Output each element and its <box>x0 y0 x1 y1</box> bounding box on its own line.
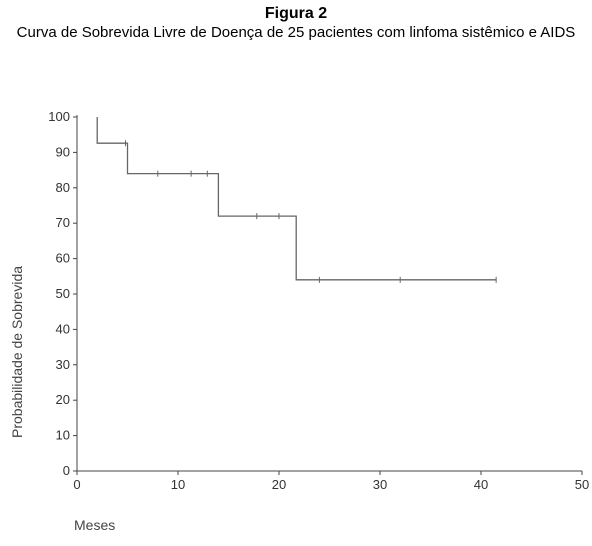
y-tick-label: 40 <box>56 321 70 336</box>
y-tick-label: 10 <box>56 428 70 443</box>
y-tick-label: 80 <box>56 180 70 195</box>
figure-label: Figura 2 <box>264 5 328 22</box>
x-tick-label: 20 <box>272 477 286 492</box>
y-axis-title: Probabilidade de Sobrevida <box>9 266 25 438</box>
y-tick-label: 60 <box>56 251 70 266</box>
y-tick-label: 90 <box>56 144 70 159</box>
x-tick-label: 10 <box>171 477 185 492</box>
x-tick-label: 40 <box>474 477 488 492</box>
y-tick-label: 0 <box>63 463 70 478</box>
y-tick-label: 70 <box>56 215 70 230</box>
x-tick-label: 0 <box>73 477 80 492</box>
figure-caption: Curva de Sobrevida Livre de Doença de 25… <box>16 24 576 41</box>
x-axis-title: Meses <box>74 517 116 533</box>
x-tick-label: 50 <box>575 477 589 492</box>
y-tick-label: 100 <box>48 109 70 124</box>
figure-heading: Figura 2 Curva de Sobrevida Livre de Doe… <box>0 4 592 42</box>
y-tick-label: 50 <box>56 286 70 301</box>
x-tick-label: 30 <box>373 477 387 492</box>
y-tick-label: 30 <box>56 357 70 372</box>
y-tick-label: 20 <box>56 392 70 407</box>
survival-step-line <box>96 117 497 281</box>
